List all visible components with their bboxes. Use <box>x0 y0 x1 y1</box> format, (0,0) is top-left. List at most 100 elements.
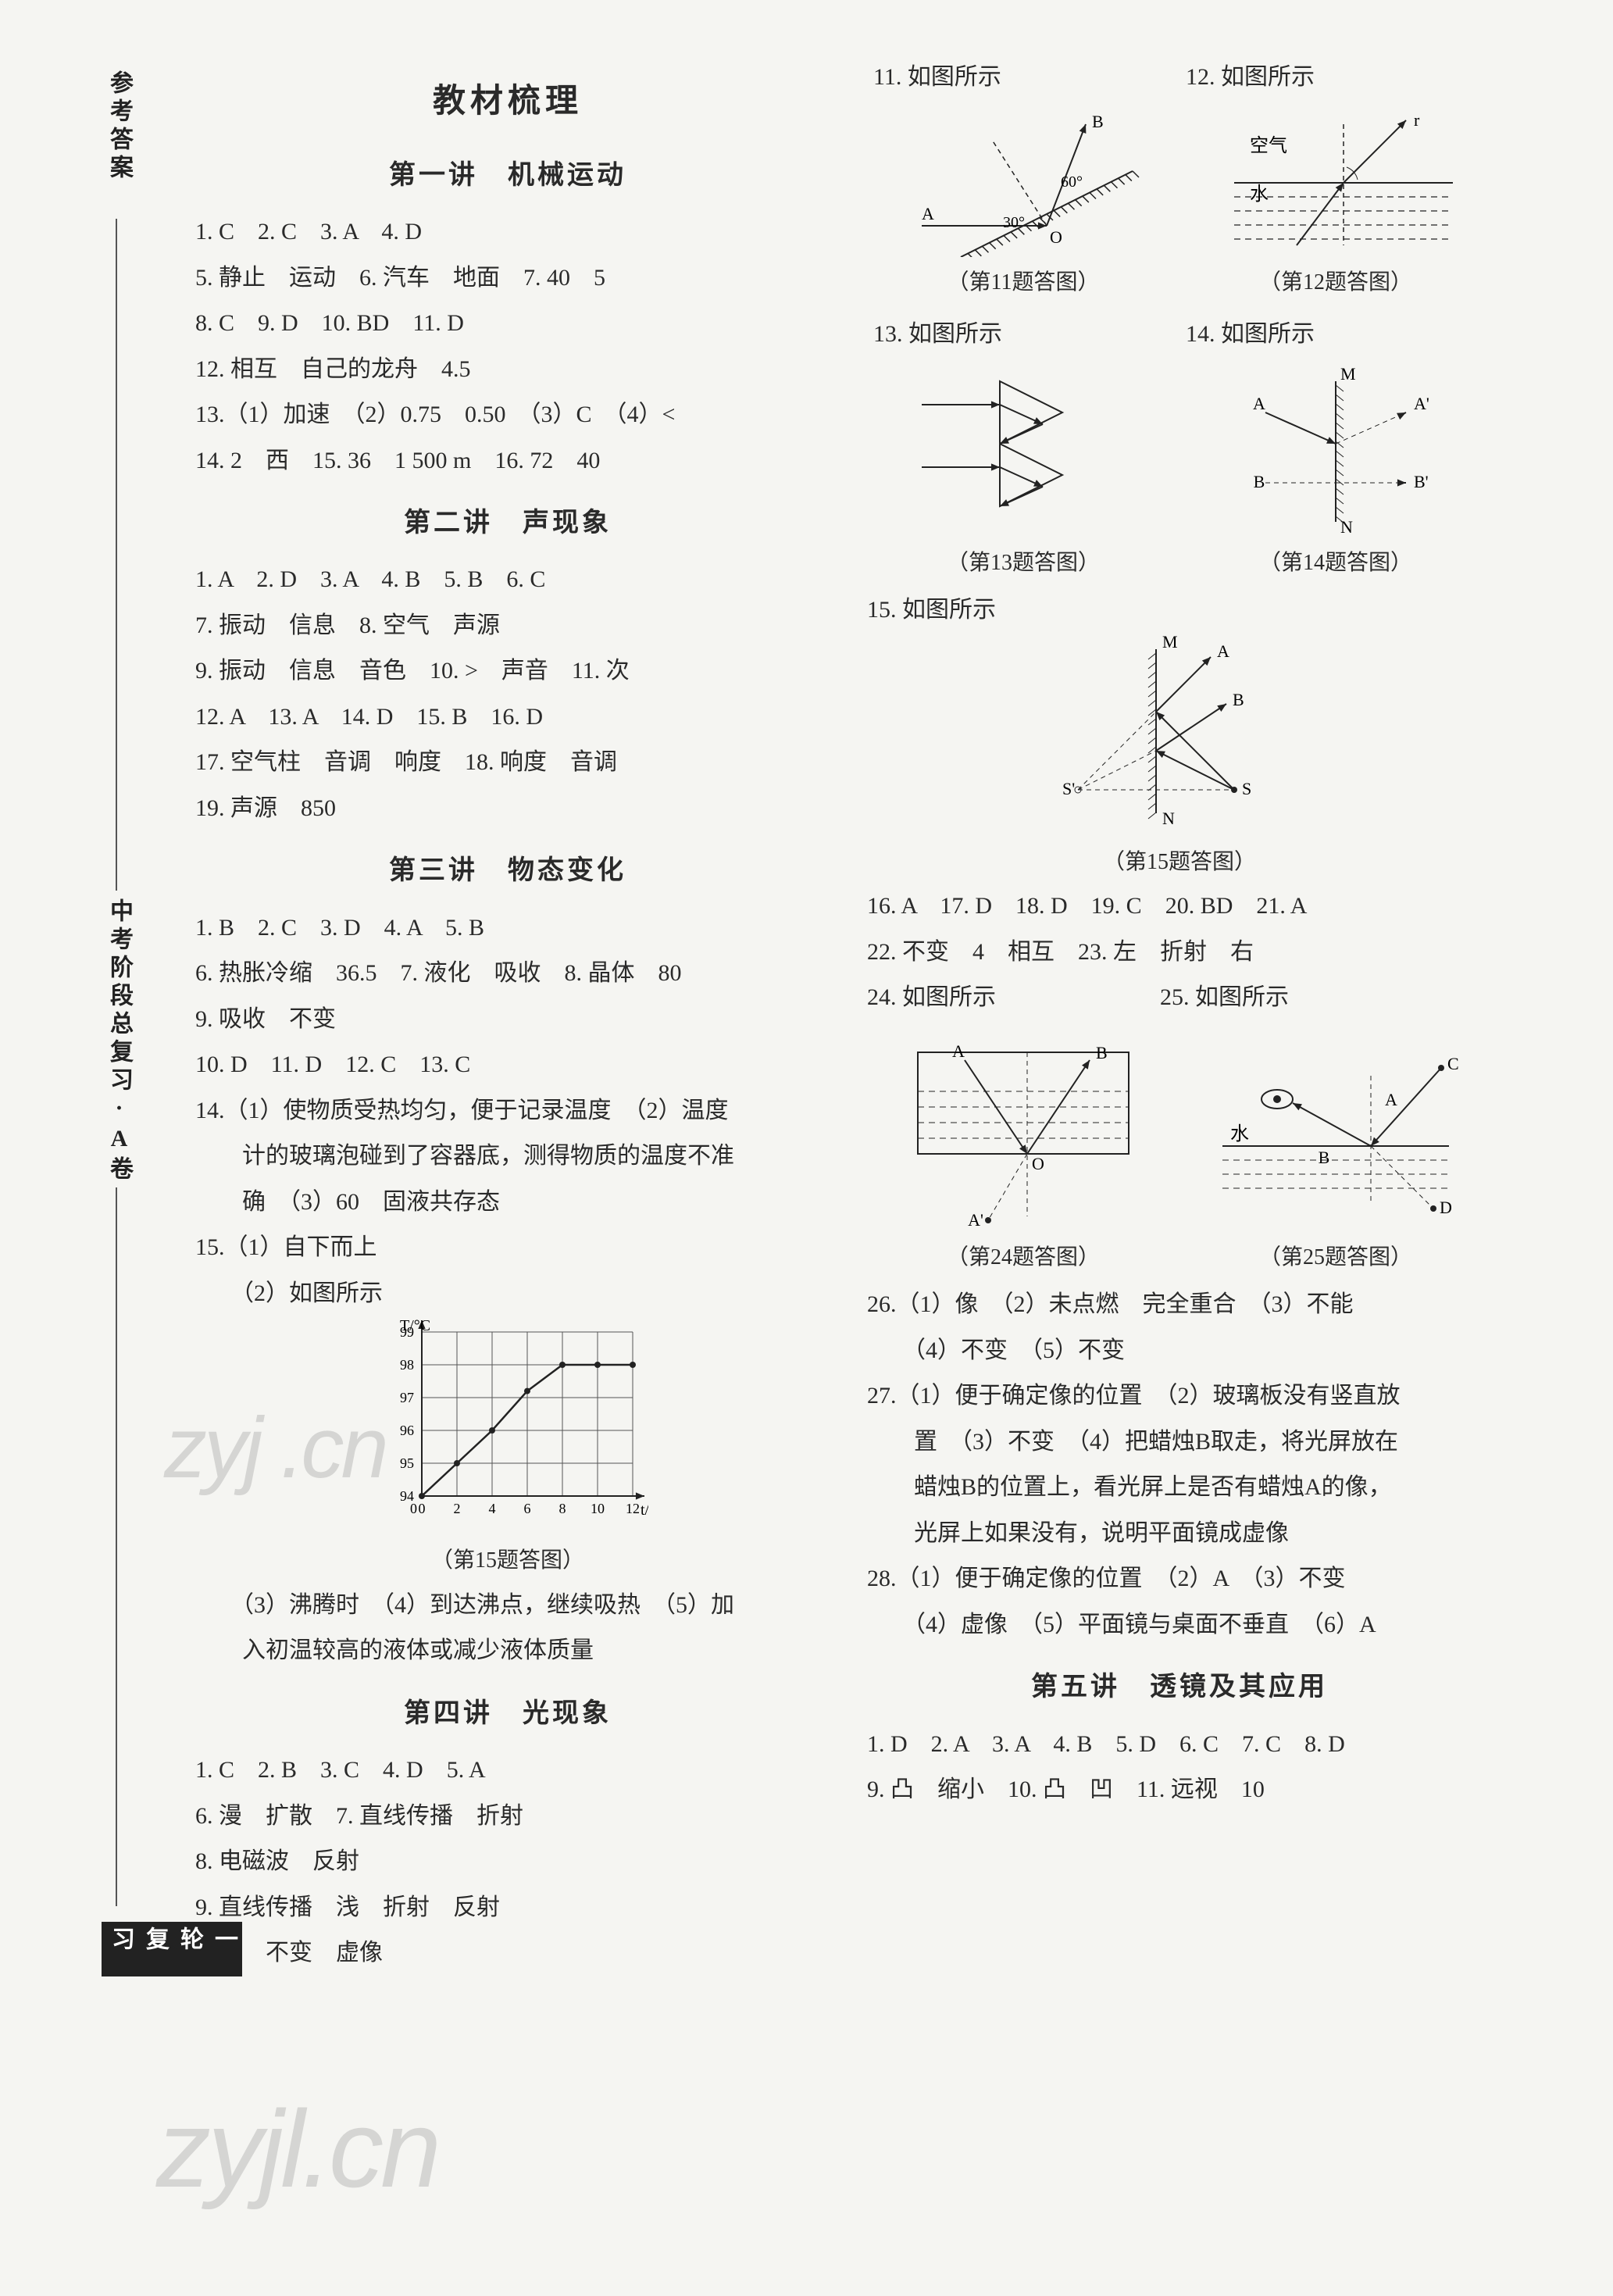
svg-text:A: A <box>1217 641 1229 661</box>
answer-line: 12. 相互 自己的龙舟 4.5 <box>195 347 820 393</box>
svg-text:97: 97 <box>400 1390 414 1405</box>
svg-text:0: 0 <box>410 1501 417 1516</box>
svg-text:空气: 空气 <box>1250 135 1287 156</box>
svg-text:8: 8 <box>559 1501 566 1516</box>
figure-15r: M N S S' A B （第15题答图） <box>867 634 1492 884</box>
svg-text:C: C <box>1447 1054 1459 1073</box>
answer-line: 15.（1）自下而上 <box>195 1225 820 1271</box>
answer-line: 14.（1）使物质受热均匀，便于记录温度 （2）温度 <box>195 1088 820 1134</box>
answer-line: 10. D 11. D 12. C 13. C <box>195 1042 820 1088</box>
svg-text:M: M <box>1340 366 1356 384</box>
svg-text:B: B <box>1092 112 1104 131</box>
answer-line: 17. 空气柱 音调 响度 18. 响度 音调 <box>195 740 820 786</box>
figure-15-chart: 024681012949596979899T/°Ct/min0 （第15题答图） <box>195 1316 820 1583</box>
svg-text:B': B' <box>1414 472 1429 491</box>
svg-text:A: A <box>922 204 934 223</box>
answer-line: 16. A 17. D 18. D 19. C 20. BD 21. A <box>867 884 1492 930</box>
answer-line: 11. 如图所示 <box>873 55 1173 101</box>
figure-13: （第13题答图） <box>906 366 1140 585</box>
figure-caption: （第15题答图） <box>867 841 1492 884</box>
svg-text:6: 6 <box>524 1501 531 1516</box>
answer-line: 7. 振动 信息 8. 空气 声源 <box>195 603 820 649</box>
answer-line: 14. 2 西 15. 36 1 500 m 16. 72 40 <box>195 438 820 484</box>
svg-text:96: 96 <box>400 1423 414 1438</box>
answer-line: 入初温较高的液体或减少液体质量 <box>195 1628 820 1674</box>
section-title-5: 第五讲 透镜及其应用 <box>867 1662 1492 1713</box>
svg-text:水: 水 <box>1230 1123 1249 1144</box>
svg-text:2: 2 <box>454 1501 461 1516</box>
sidebar-divider <box>116 1187 117 1906</box>
svg-text:A': A' <box>968 1210 983 1230</box>
answer-line: 置 （3）不变 （4）把蜡烛B取走，将光屏放在 <box>867 1419 1492 1466</box>
svg-text:S': S' <box>1062 779 1075 798</box>
svg-text:M: M <box>1162 634 1178 652</box>
answer-line: 13.（1）加速 （2）0.75 0.50 （3）C （4）< <box>195 392 820 438</box>
answer-line: 确 （3）60 固液共存态 <box>195 1180 820 1226</box>
answer-line: 13. 如图所示 <box>873 312 1173 358</box>
answer-line: 12. A 13. A 14. D 15. B 16. D <box>195 695 820 741</box>
sidebar-label-mid: 中考阶段总复习·A卷 <box>102 898 136 1184</box>
answer-line: 1. D 2. A 3. A 4. B 5. D 6. C 7. C 8. D <box>867 1722 1492 1768</box>
answer-line: 光屏上如果没有，说明平面镜成虚像 <box>867 1511 1492 1557</box>
answer-line: 8. C 9. D 10. BD 11. D <box>195 301 820 347</box>
answer-line: 5. 静止 运动 6. 汽车 地面 7. 40 5 <box>195 255 820 302</box>
answer-line: 26.（1）像 （2）未点燃 完全重合 （3）不能 <box>867 1282 1492 1328</box>
answer-line: 计的玻璃泡碰到了容器底，测得物质的温度不准 <box>195 1134 820 1180</box>
svg-text:95: 95 <box>400 1455 414 1471</box>
left-column: 教材梳理 第一讲 机械运动 1. C 2. C 3. A 4. D 5. 静止 … <box>172 47 844 1976</box>
figure-caption: （第14题答图） <box>1219 542 1453 585</box>
answer-line: 22. 不变 4 相互 23. 左 折射 右 <box>867 930 1492 976</box>
figure-caption: （第15题答图） <box>195 1540 820 1583</box>
answer-line: （4）不变 （5）不变 <box>867 1328 1492 1374</box>
svg-text:S: S <box>1242 779 1251 798</box>
answer-line: 8. 电磁波 反射 <box>195 1839 820 1885</box>
answer-line: 12. 如图所示 <box>1186 55 1486 101</box>
answer-line: 9. 直线传播 浅 折射 反射 <box>195 1885 820 1931</box>
figure-12: r空气水 （第12题答图） <box>1219 109 1453 305</box>
figure-caption: （第13题答图） <box>906 542 1140 585</box>
svg-text:12: 12 <box>626 1501 640 1516</box>
svg-text:A: A <box>1253 394 1265 413</box>
svg-text:B: B <box>1319 1148 1330 1167</box>
svg-text:A: A <box>952 1041 965 1061</box>
answer-line: （4）虚像 （5）平面镜与桌面不垂直 （6）A <box>867 1602 1492 1648</box>
svg-text:N: N <box>1162 809 1175 828</box>
answer-line: 28.（1）便于确定像的位置 （2）A （3）不变 <box>867 1556 1492 1602</box>
answer-line: 14. 如图所示 <box>1186 312 1486 358</box>
sidebar: 参考答案 中考阶段总复习·A卷 一轮复习 <box>94 47 141 1976</box>
section-title-3: 第三讲 物态变化 <box>195 845 820 897</box>
answer-line: 27.（1）便于确定像的位置 （2）玻璃板没有竖直放 <box>867 1373 1492 1419</box>
content-area: 教材梳理 第一讲 机械运动 1. C 2. C 3. A 4. D 5. 静止 … <box>141 47 1515 1976</box>
watermark: zyjl.cn <box>156 2086 438 2212</box>
svg-text:10: 10 <box>591 1501 605 1516</box>
svg-text:30°: 30° <box>1003 214 1025 231</box>
answer-line: 1. B 2. C 3. D 4. A 5. B <box>195 905 820 952</box>
figure-25: 水 C A D B （第25题答图） <box>1207 1029 1465 1280</box>
section-title-1: 第一讲 机械运动 <box>195 150 820 202</box>
answer-line: （2）如图所示 <box>195 1271 820 1317</box>
svg-text:O: O <box>1050 227 1062 247</box>
answer-line: 24. 如图所示 25. 如图所示 <box>867 975 1492 1021</box>
answer-line: 1. C 2. B 3. C 4. D 5. A <box>195 1748 820 1794</box>
answer-line: （3）沸腾时 （4）到达沸点，继续吸热 （5）加 <box>195 1583 820 1629</box>
figure-24: OABA' （第24题答图） <box>894 1029 1152 1280</box>
svg-text:60°: 60° <box>1061 173 1083 191</box>
answer-line: 1. C 2. C 3. A 4. D <box>195 209 820 255</box>
svg-text:水: 水 <box>1250 184 1269 205</box>
svg-text:B: B <box>1096 1043 1108 1062</box>
figure-14: MNAA'BB' （第14题答图） <box>1219 366 1453 585</box>
figure-caption: （第25题答图） <box>1207 1237 1465 1280</box>
answer-line: 9. 振动 信息 音色 10. > 声音 11. 次 <box>195 648 820 695</box>
answer-line: 15. 如图所示 <box>867 587 1492 634</box>
svg-text:D: D <box>1440 1198 1452 1217</box>
svg-text:N: N <box>1340 517 1353 537</box>
svg-text:T/°C: T/°C <box>400 1317 430 1334</box>
svg-text:98: 98 <box>400 1357 414 1373</box>
figure-caption: （第11题答图） <box>906 262 1140 305</box>
sidebar-label-bot: 一轮复习 <box>102 1922 242 1976</box>
svg-text:B: B <box>1233 690 1244 709</box>
svg-text:4: 4 <box>489 1501 496 1516</box>
svg-text:A: A <box>1385 1090 1397 1109</box>
answer-line: 10. 1 不变 虚像 <box>195 1930 820 1976</box>
section-title-2: 第二讲 声现象 <box>195 498 820 549</box>
